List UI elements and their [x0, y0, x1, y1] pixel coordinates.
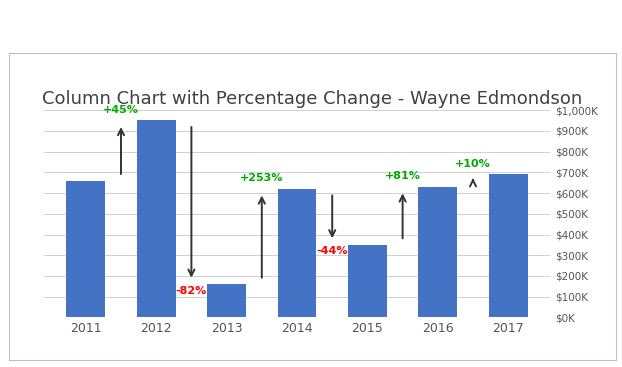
Text: +253%: +253% [240, 173, 284, 183]
Bar [489, 174, 527, 317]
Bar [277, 189, 317, 317]
Text: -44%: -44% [317, 246, 348, 256]
Text: +81%: +81% [384, 171, 420, 181]
Text: Column Chart with Percentage Change - Wayne Edmondson: Column Chart with Percentage Change - Wa… [42, 90, 583, 108]
Text: +10%: +10% [455, 159, 491, 168]
Bar [207, 284, 246, 317]
Bar [137, 120, 175, 317]
Bar [67, 181, 105, 317]
Bar [419, 187, 457, 317]
Text: +45%: +45% [103, 105, 139, 115]
Text: -82%: -82% [176, 286, 207, 296]
Bar [348, 245, 387, 317]
Text: Adjust Error Bars: Adjust Error Bars [432, 24, 560, 37]
